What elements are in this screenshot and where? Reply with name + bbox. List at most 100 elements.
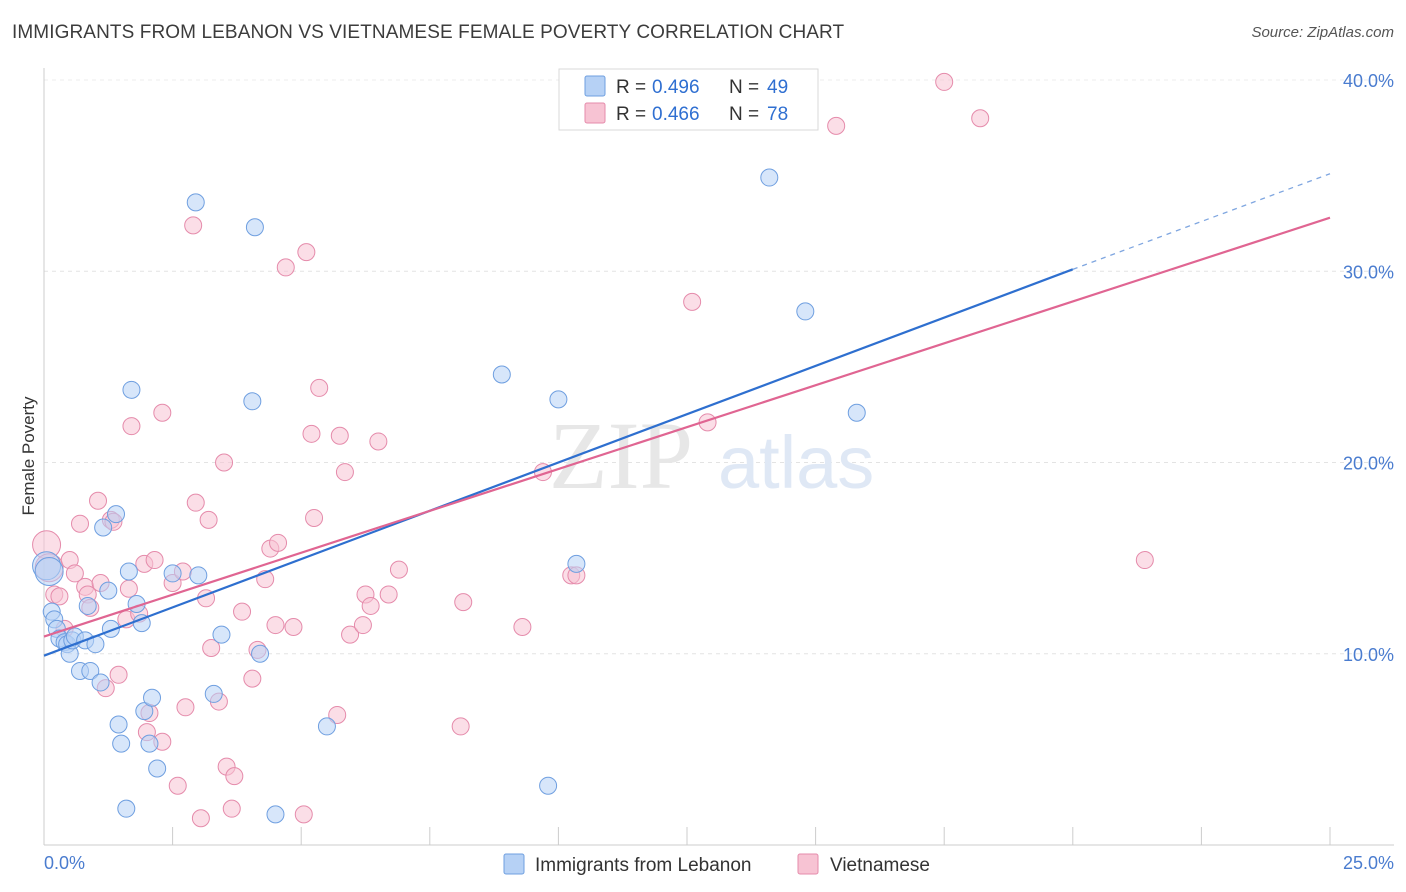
point-vietnamese xyxy=(454,593,473,612)
x-tick-label-min: 0.0% xyxy=(44,853,85,873)
point-lebanon xyxy=(34,557,64,587)
point-lebanon xyxy=(204,684,223,703)
point-vietnamese xyxy=(369,432,388,451)
point-vietnamese xyxy=(305,508,324,527)
point-vietnamese xyxy=(284,617,303,636)
point-vietnamese xyxy=(176,698,195,717)
point-lebanon xyxy=(251,644,270,663)
point-vietnamese xyxy=(353,616,372,635)
point-vietnamese xyxy=(935,72,954,91)
point-vietnamese xyxy=(266,616,285,635)
point-vietnamese xyxy=(109,665,128,684)
point-vietnamese xyxy=(199,510,218,529)
trend-lines xyxy=(43,173,1331,657)
point-lebanon xyxy=(119,562,138,581)
legend-swatch-lebanon xyxy=(584,75,606,97)
bottom-legend-vietnamese: Vietnamese xyxy=(830,855,930,876)
point-lebanon xyxy=(796,302,815,321)
point-lebanon xyxy=(549,390,568,409)
axes xyxy=(43,68,1394,846)
watermark-zip: ZIP xyxy=(549,402,693,509)
point-lebanon xyxy=(109,715,128,734)
legend-r-value-lebanon: 0.496 xyxy=(652,77,700,98)
point-lebanon xyxy=(760,168,779,187)
y-tick-label: 10.0% xyxy=(1343,645,1394,665)
y-tick-labels: 10.0% 20.0% 30.0% 40.0% xyxy=(1343,71,1394,665)
point-vietnamese xyxy=(683,292,702,311)
point-vietnamese xyxy=(225,767,244,786)
point-vietnamese xyxy=(222,799,241,818)
point-lebanon xyxy=(140,734,159,753)
point-vietnamese xyxy=(233,602,252,621)
point-vietnamese xyxy=(89,491,108,510)
point-lebanon xyxy=(148,759,167,778)
bottom-legend-lebanon: Immigrants from Lebanon xyxy=(535,855,752,876)
point-vietnamese xyxy=(243,669,262,688)
bottom-legend: Immigrants from Lebanon Vietnamese xyxy=(503,853,930,876)
point-vietnamese xyxy=(310,378,329,397)
point-vietnamese xyxy=(202,639,221,658)
y-tick-label: 20.0% xyxy=(1343,454,1394,474)
point-vietnamese xyxy=(215,453,234,472)
point-lebanon xyxy=(492,365,511,384)
source-label: Source: ZipAtlas.com xyxy=(1251,24,1394,41)
point-vietnamese xyxy=(184,216,203,235)
point-vietnamese xyxy=(297,243,316,262)
point-lebanon xyxy=(107,505,126,524)
point-vietnamese xyxy=(302,424,321,443)
point-lebanon xyxy=(186,193,205,212)
x-tick-label-max: 25.0% xyxy=(1343,853,1394,873)
point-vietnamese xyxy=(513,617,532,636)
point-vietnamese xyxy=(65,564,84,583)
point-lebanon xyxy=(317,717,336,736)
point-lebanon xyxy=(117,799,136,818)
point-lebanon xyxy=(163,564,182,583)
point-lebanon xyxy=(266,805,285,824)
point-lebanon xyxy=(122,380,141,399)
legend-n-value-lebanon: 49 xyxy=(767,77,788,98)
point-lebanon xyxy=(81,661,100,680)
trendline-lebanon xyxy=(43,268,1074,657)
legend-r-value-vietnamese: 0.466 xyxy=(652,104,700,125)
point-vietnamese xyxy=(191,809,210,828)
legend-n-label-lebanon: N = xyxy=(729,77,759,98)
series-lebanon-points xyxy=(32,168,866,824)
y-tick-label: 40.0% xyxy=(1343,71,1394,91)
point-vietnamese xyxy=(389,560,408,579)
point-lebanon xyxy=(99,581,118,600)
legend-box: R = 0.496 N = 49 R = 0.466 N = 78 xyxy=(558,68,819,131)
point-vietnamese xyxy=(451,717,470,736)
point-vietnamese xyxy=(186,493,205,512)
point-vietnamese xyxy=(335,463,354,482)
point-vietnamese xyxy=(145,551,164,570)
y-tick-label: 30.0% xyxy=(1343,262,1394,282)
point-lebanon xyxy=(567,554,586,573)
point-vietnamese xyxy=(119,579,138,598)
point-lebanon xyxy=(143,688,162,707)
point-vietnamese xyxy=(341,625,360,644)
point-vietnamese xyxy=(276,258,295,277)
point-lebanon xyxy=(78,596,97,615)
point-vietnamese xyxy=(269,533,288,552)
point-vietnamese xyxy=(827,116,846,135)
point-vietnamese xyxy=(71,514,90,533)
chart-title: IMMIGRANTS FROM LEBANON VS VIETNAMESE FE… xyxy=(12,22,845,43)
point-vietnamese xyxy=(328,705,347,724)
point-vietnamese xyxy=(1135,551,1154,570)
legend-r-label-lebanon: R = xyxy=(616,77,646,98)
point-vietnamese xyxy=(330,426,349,445)
point-lebanon xyxy=(212,625,231,644)
point-lebanon xyxy=(189,566,208,585)
watermark-atlas: atlas xyxy=(718,421,874,504)
point-lebanon xyxy=(847,403,866,422)
point-vietnamese xyxy=(122,417,141,436)
point-lebanon xyxy=(135,702,154,721)
point-vietnamese xyxy=(971,109,990,128)
gridlines xyxy=(44,79,1394,655)
point-vietnamese xyxy=(168,776,187,795)
point-lebanon xyxy=(245,218,264,237)
legend-swatch-vietnamese xyxy=(584,102,606,124)
point-lebanon xyxy=(539,776,558,795)
legend-n-label-vietnamese: N = xyxy=(729,104,759,125)
